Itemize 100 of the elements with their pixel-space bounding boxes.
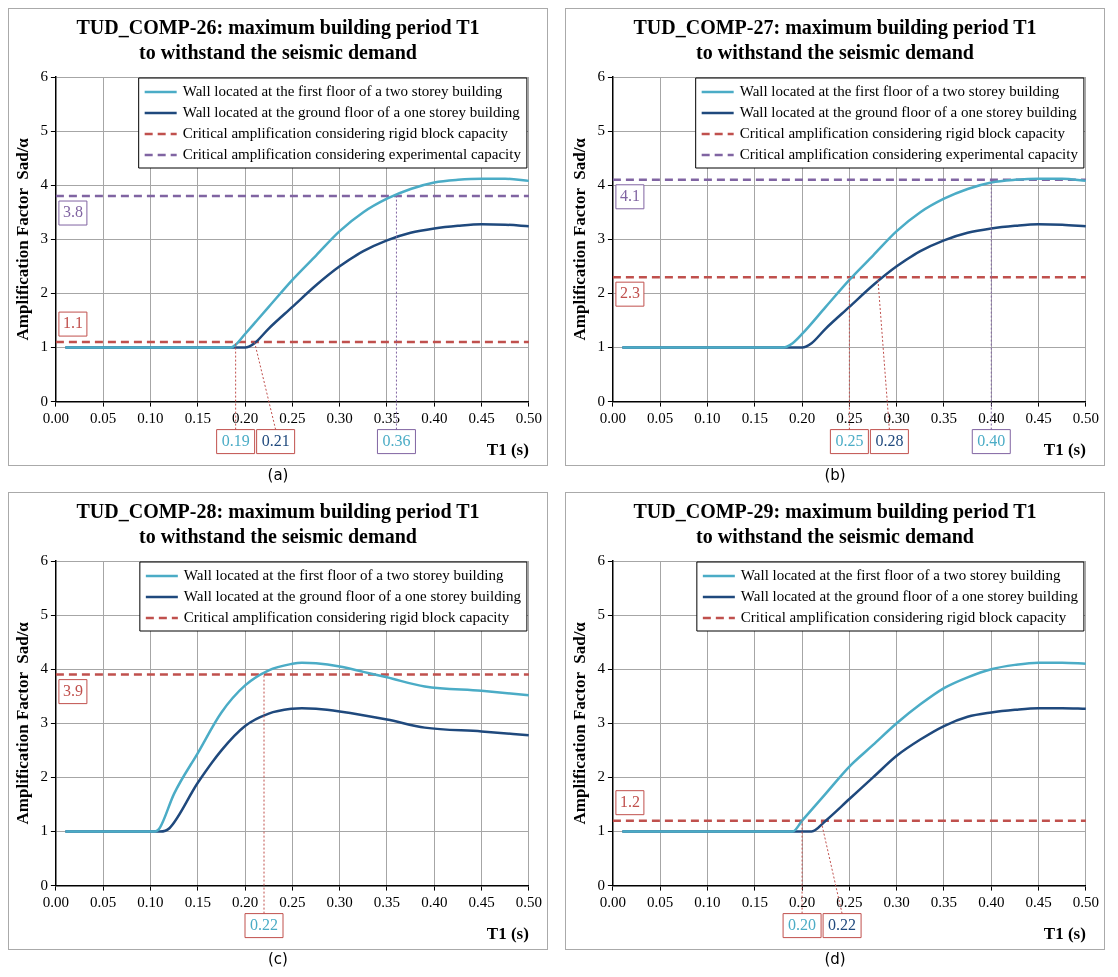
- x-tick-label: 0.30: [883, 893, 910, 910]
- annotation: 0.21: [261, 431, 290, 449]
- x-tick-label: 0.30: [883, 409, 910, 426]
- x-tick-label: 0.40: [978, 409, 1005, 426]
- x-tick-label: 0.05: [647, 409, 674, 426]
- legend-label: Critical amplification considering experimental capacity: [182, 145, 522, 162]
- y-tick-label: 6: [597, 551, 606, 568]
- x-tick-label: 0.20: [231, 893, 259, 910]
- y-tick-label: 4: [40, 176, 49, 193]
- x-tick-label: 0.05: [647, 893, 674, 910]
- x-tick-label: 0.50: [515, 409, 542, 426]
- y-tick-label: 2: [597, 284, 605, 301]
- legend-label: Wall located at the ground floor of a one storey building: [740, 587, 1079, 604]
- y-tick-label: 1: [40, 338, 48, 355]
- x-tick-label: 0.25: [836, 409, 863, 426]
- y-axis-title: Amplification Factor Sad/α: [12, 137, 32, 341]
- x-tick-label: 0.15: [741, 893, 768, 910]
- y-tick-label: 5: [40, 122, 48, 139]
- x-tick-label: 0.20: [788, 893, 816, 910]
- y-tick-label: 6: [40, 551, 49, 568]
- x-tick-label: 0.50: [1072, 893, 1099, 910]
- x-tick-label: 0.35: [373, 409, 401, 426]
- x-tick-label: 0.45: [468, 409, 495, 426]
- annotation: 3.9: [62, 681, 83, 699]
- x-tick-label: 0.50: [515, 893, 542, 910]
- chart-title: TUD_COMP-29: maximum building period T1 to withstand the seismic demand: [632, 499, 1038, 549]
- x-tick-label: 0.30: [326, 893, 353, 910]
- text: (d): [823, 950, 847, 970]
- annotation: 0.28: [875, 431, 904, 449]
- y-tick-label: 6: [40, 67, 49, 84]
- chart-title: TUD_COMP-27: maximum building period T1 to withstand the seismic demand: [632, 15, 1038, 65]
- line-series: [621, 661, 1086, 833]
- line-series: [64, 661, 529, 833]
- y-tick-label: 1: [40, 822, 48, 839]
- legend-label: Wall located at the first floor of a two storey building: [182, 82, 503, 99]
- y-tick-label: 0: [40, 392, 48, 409]
- x-tick-label: 0.10: [694, 893, 721, 910]
- x-tick-label: 0.00: [42, 893, 70, 910]
- x-tick-label: 0.00: [42, 409, 70, 426]
- x-axis-title: T1 (s): [486, 440, 529, 460]
- y-tick-label: 6: [597, 67, 606, 84]
- y-tick-label: 2: [40, 768, 48, 785]
- y-tick-label: 0: [597, 392, 605, 409]
- text: (c): [267, 950, 289, 970]
- annotation: 0.20: [788, 915, 817, 933]
- y-tick-label: 5: [597, 606, 605, 623]
- annotation: 0.36: [382, 431, 411, 449]
- y-tick-label: 5: [40, 606, 48, 623]
- annotation: 0.22: [828, 915, 857, 933]
- x-tick-label: 0.50: [1072, 409, 1099, 426]
- legend-label: Critical amplification considering rigid block capacity: [739, 124, 1066, 141]
- y-tick-label: 0: [40, 876, 48, 893]
- x-tick-label: 0.00: [599, 409, 627, 426]
- annotation: 3.8: [62, 203, 83, 221]
- x-tick-label: 0.45: [1025, 409, 1052, 426]
- annotation: 2.3: [619, 284, 640, 302]
- annotation: 0.19: [221, 431, 250, 449]
- x-axis-title: T1 (s): [1043, 440, 1086, 460]
- x-tick-label: 0.15: [184, 893, 211, 910]
- x-tick-label: 0.25: [836, 893, 863, 910]
- y-tick-label: 1: [597, 822, 605, 839]
- annotation: 4.1: [619, 186, 640, 204]
- x-tick-label: 0.25: [279, 409, 306, 426]
- x-tick-label: 0.45: [468, 893, 495, 910]
- x-tick-label: 0.10: [137, 409, 164, 426]
- legend-label: Wall located at the first floor of a two storey building: [740, 566, 1061, 583]
- legend-label: Wall located at the ground floor of a one storey building: [182, 103, 521, 120]
- legend-label: Critical amplification considering experimental capacity: [739, 145, 1079, 162]
- y-tick-label: 5: [597, 122, 605, 139]
- y-tick-label: 3: [40, 714, 48, 731]
- x-tick-label: 0.35: [373, 893, 401, 910]
- annotation: 1.2: [619, 792, 640, 810]
- line-series: [64, 177, 529, 349]
- y-tick-label: 3: [40, 230, 48, 247]
- legend-label: Critical amplification considering rigid block capacity: [182, 124, 509, 141]
- y-tick-label: 3: [597, 714, 605, 731]
- y-tick-label: 3: [597, 230, 605, 247]
- x-tick-label: 0.30: [326, 409, 353, 426]
- y-tick-label: 1: [597, 338, 605, 355]
- legend-label: Wall located at the ground floor of a one storey building: [739, 103, 1078, 120]
- x-tick-label: 0.05: [90, 409, 117, 426]
- y-tick-label: 2: [597, 768, 605, 785]
- x-axis-title: T1 (s): [486, 924, 529, 944]
- y-tick-label: 4: [40, 660, 49, 677]
- x-tick-label: 0.20: [788, 409, 816, 426]
- x-tick-label: 0.15: [741, 409, 768, 426]
- x-tick-label: 0.40: [978, 893, 1005, 910]
- annotation: 0.22: [250, 915, 279, 933]
- x-tick-label: 0.40: [421, 409, 448, 426]
- x-tick-label: 0.00: [599, 893, 627, 910]
- chart-title: TUD_COMP-28: maximum building period T1 to withstand the seismic demand: [75, 499, 481, 549]
- x-tick-label: 0.25: [279, 893, 306, 910]
- x-tick-label: 0.20: [231, 409, 259, 426]
- x-tick-label: 0.45: [1025, 893, 1052, 910]
- x-tick-label: 0.05: [90, 893, 117, 910]
- x-tick-label: 0.35: [930, 409, 958, 426]
- annotation: 0.25: [835, 431, 864, 449]
- legend-label: Wall located at the ground floor of a one storey building: [183, 587, 522, 604]
- legend-label: Critical amplification considering rigid block capacity: [740, 608, 1067, 625]
- text: (a): [266, 466, 290, 486]
